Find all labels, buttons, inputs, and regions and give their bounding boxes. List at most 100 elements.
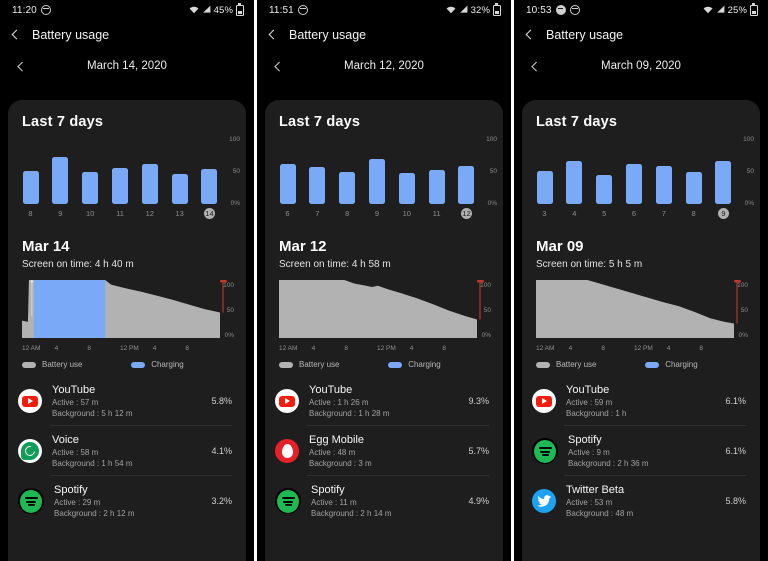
app-name: Twitter Beta <box>566 484 625 496</box>
weekly-day-label[interactable]: 3 <box>542 209 547 218</box>
legend-charging: Charging <box>388 360 441 369</box>
app-name: Voice <box>52 434 79 446</box>
weekly-day-label[interactable]: 10 <box>402 209 411 218</box>
app-usage-row[interactable]: YouTube Active : 57 m Background : 5 h 12 … <box>8 376 246 426</box>
weekly-day-label[interactable]: 4 <box>572 209 577 218</box>
day-title: Mar 14 <box>22 238 70 255</box>
app-usage-row[interactable]: Spotify Active : 9 m Background : 2 h 36 m… <box>522 426 760 476</box>
day-title: Mar 09 <box>536 238 584 255</box>
app-usage-row[interactable]: Spotify Active : 11 m Background : 2 h 14 … <box>265 476 503 526</box>
app-name: YouTube <box>52 384 96 396</box>
status-bar-right: 25% <box>703 3 758 16</box>
app-battery-percent: 5.8% <box>725 496 746 506</box>
spotify-disc <box>20 489 42 513</box>
selected-date-label: March 14, 2020 <box>87 60 167 72</box>
page-title: Battery usage <box>546 28 624 42</box>
weekly-bar-column[interactable] <box>309 142 326 204</box>
graph-x-tick: 12 PM <box>377 345 396 352</box>
weekly-day-label[interactable]: 8 <box>345 209 350 218</box>
weekly-bar-column[interactable] <box>715 142 732 204</box>
weekly-day-label[interactable]: 13 <box>175 209 184 218</box>
voice-handset <box>23 444 37 458</box>
graph-y-tick: 100 <box>223 282 234 289</box>
weekly-day-label[interactable]: 9 <box>717 208 729 219</box>
weekly-bar-column[interactable] <box>82 142 99 204</box>
app-usage-row[interactable]: YouTube Active : 59 m Background : 1 h 6.1% <box>522 376 760 426</box>
weekly-bar-column[interactable] <box>566 142 583 204</box>
app-usage-row[interactable]: Egg Mobile Active : 48 m Background : 3 m 5… <box>265 426 503 476</box>
spotify-wave <box>541 454 549 456</box>
app-usage-list: YouTube Active : 59 m Background : 1 h 6.1%… <box>522 376 760 526</box>
weekly-labels: 3 4 5 6 7 8 9 <box>536 208 732 219</box>
app-usage-row[interactable]: YouTube Active : 1 h 26 m Background : 1 h… <box>265 376 503 426</box>
weekly-chart: 6 7 8 9 10 11 12 100 50 0% <box>265 136 503 228</box>
weekly-bar <box>715 160 732 204</box>
app-active-time: Active : 1 h 26 m <box>309 398 369 407</box>
weekly-day-label[interactable]: 6 <box>631 209 637 218</box>
weekly-bar-column[interactable] <box>171 142 188 204</box>
graph-legend: Battery use Charging <box>522 360 760 369</box>
weekly-bar-column[interactable] <box>368 142 385 204</box>
weekly-bar-column[interactable] <box>625 142 642 204</box>
weekly-bar-column[interactable] <box>685 142 702 204</box>
weekly-bar-column[interactable] <box>201 142 218 204</box>
weekly-day-label[interactable]: 12 <box>460 208 472 219</box>
spotify-wave <box>540 450 550 453</box>
legend-charging-label: Charging <box>408 360 441 369</box>
weekly-day-label[interactable]: 11 <box>432 209 441 218</box>
back-chevron-icon[interactable] <box>524 29 536 41</box>
app-usage-row[interactable]: Spotify Active : 29 m Background : 2 h 12 … <box>8 476 246 526</box>
weekly-y-axis: 100 50 0% <box>732 136 756 210</box>
app-usage-row[interactable]: Voice Active : 58 m Background : 1 h 54 m 4… <box>8 426 246 476</box>
weekly-bar-column[interactable] <box>339 142 356 204</box>
weekly-day-label[interactable]: 12 <box>145 209 154 218</box>
graph-x-tick: 8 <box>185 345 189 352</box>
weekly-day-label[interactable]: 14 <box>203 208 215 219</box>
weekly-bar-column[interactable] <box>596 142 613 204</box>
battery-graph: 100 50 0% <box>22 280 234 342</box>
app-battery-percent: 9.3% <box>468 396 489 406</box>
app-usage-row[interactable]: Twitter Beta Active : 53 m Background : 48… <box>522 476 760 526</box>
weekly-day-label[interactable]: 7 <box>315 209 320 218</box>
weekly-y-tick: 0% <box>487 200 497 207</box>
weekly-bar-column[interactable] <box>458 142 475 204</box>
battery-icon <box>493 3 501 16</box>
signal-icon <box>716 5 725 16</box>
weekly-day-label[interactable]: 8 <box>28 209 33 218</box>
weekly-day-label[interactable]: 9 <box>374 209 380 218</box>
weekly-day-label[interactable]: 9 <box>58 209 63 218</box>
battery-icon <box>750 3 758 16</box>
weekly-bar-column[interactable] <box>279 142 296 204</box>
back-chevron-icon[interactable] <box>10 29 22 41</box>
legend-battery-use-label: Battery use <box>556 360 597 369</box>
weekly-bar-column[interactable] <box>52 142 69 204</box>
graph-y-tick: 100 <box>480 282 491 289</box>
weekly-day-label[interactable]: 7 <box>661 209 666 218</box>
weekly-bar-column[interactable] <box>22 142 39 204</box>
date-selector: March 14, 2020 <box>0 50 254 82</box>
legend-charging: Charging <box>131 360 184 369</box>
weekly-bar-column[interactable] <box>398 142 415 204</box>
weekly-bar-column[interactable] <box>111 142 128 204</box>
battery-percent-label: 45% <box>213 4 233 16</box>
back-chevron-icon[interactable] <box>267 29 279 41</box>
app-background-time: Background : 2 h 36 m <box>568 459 649 468</box>
weekly-bar <box>339 171 356 204</box>
weekly-bar-column[interactable] <box>428 142 445 204</box>
legend-charging-label: Charging <box>151 360 184 369</box>
weekly-day-label[interactable]: 6 <box>285 209 290 218</box>
youtube-play-triangle <box>285 398 291 404</box>
weekly-bar-column[interactable] <box>536 142 553 204</box>
spotify-wave <box>24 497 38 500</box>
weekly-bar-column[interactable] <box>141 142 158 204</box>
weekly-day-label[interactable]: 8 <box>691 209 696 218</box>
app-bar: Battery usage <box>257 20 511 50</box>
weekly-day-label[interactable]: 10 <box>85 209 95 218</box>
weekly-labels: 6 7 8 9 10 11 12 <box>279 208 475 219</box>
graph-y-tick: 50 <box>740 307 748 314</box>
graph-x-tick: 4 <box>666 345 671 352</box>
weekly-day-label[interactable]: 11 <box>116 209 124 218</box>
weekly-day-label[interactable]: 5 <box>602 209 607 218</box>
weekly-bar-column[interactable] <box>655 142 672 204</box>
graph-y-tick: 0% <box>481 332 491 339</box>
